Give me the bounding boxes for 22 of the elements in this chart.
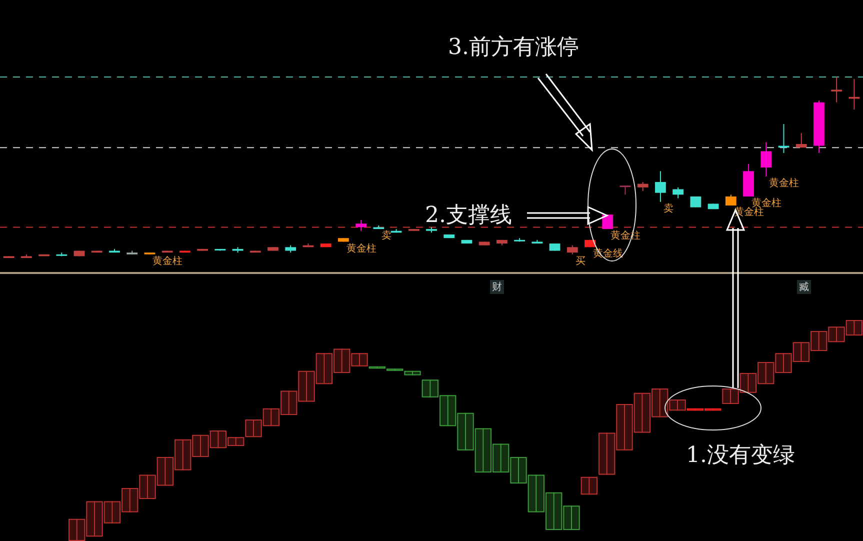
text: 财 [490, 280, 504, 294]
candlestick [655, 170, 666, 202]
text: 臧 [797, 280, 811, 294]
candlestick [620, 185, 631, 196]
candlestick [831, 76, 842, 103]
text: 黄金柱 [346, 243, 376, 254]
candlestick [356, 219, 367, 232]
text: 卖 [382, 230, 392, 242]
candlestick [580, 476, 598, 496]
candlestick [796, 132, 807, 148]
text: 3.前方有涨停 [448, 34, 579, 62]
candlestick [672, 186, 684, 199]
text: 卖 [663, 203, 674, 214]
candlestick [760, 142, 772, 178]
text: 买 [575, 256, 586, 267]
annotation: 1.没有变绿 [686, 442, 795, 470]
candlestick [566, 244, 578, 255]
annotation: 2.支撑线 [425, 202, 512, 230]
candlestick [637, 181, 648, 192]
candlestick [602, 214, 614, 230]
text: 黄金柱 [769, 178, 800, 190]
text: 黄金柱 [152, 256, 183, 267]
